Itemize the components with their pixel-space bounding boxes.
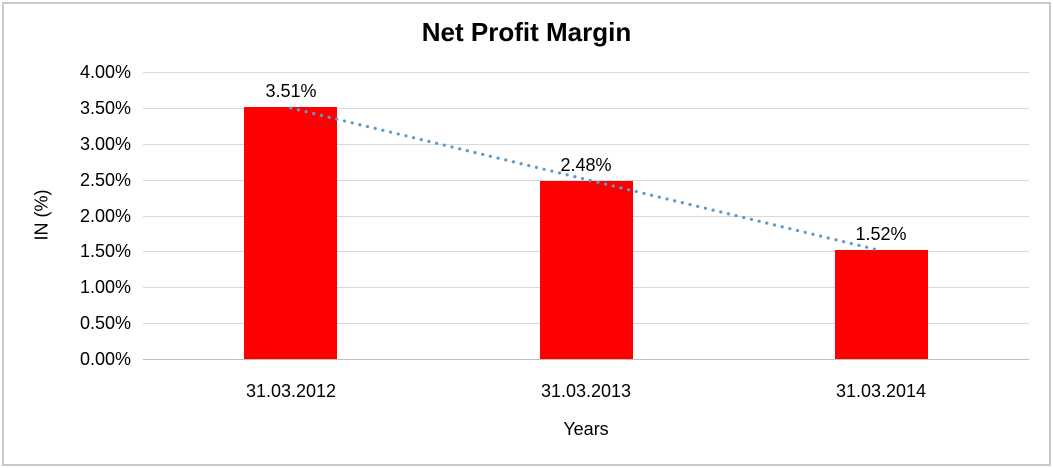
bar (835, 250, 928, 359)
bar (540, 181, 633, 359)
chart-title: Net Profit Margin (421, 17, 632, 47)
trendline (289, 106, 883, 253)
gridline (143, 180, 1029, 181)
bar-value-label: 1.52% (855, 224, 907, 244)
y-tick-label: 1.50% (79, 241, 131, 261)
y-tick-label: 0.00% (79, 349, 131, 369)
y-tick-label: 1.00% (79, 277, 131, 297)
bar (244, 107, 337, 359)
gridline (143, 144, 1029, 145)
x-axis-line (143, 359, 1029, 360)
x-tick-label: 31.03.2013 (540, 381, 632, 401)
gridline (143, 108, 1029, 109)
y-tick-label: 0.50% (79, 313, 131, 333)
x-tick-label: 31.03.2012 (245, 381, 337, 401)
y-tick-label: 3.00% (79, 134, 131, 154)
plot-area: 3.51% 2.48% 1.52% (143, 72, 1029, 360)
y-tick-label: 4.00% (79, 62, 131, 82)
bar-value-label: 3.51% (265, 81, 317, 101)
y-tick-label: 2.00% (79, 206, 131, 226)
x-axis-title: Years (563, 419, 609, 439)
bar-value-label: 2.48% (560, 155, 612, 175)
y-tick-label: 3.50% (79, 98, 131, 118)
gridline (143, 72, 1029, 73)
x-tick-label: 31.03.2014 (835, 381, 927, 401)
trendline-path (289, 106, 883, 253)
y-tick-label: 2.50% (79, 170, 131, 190)
